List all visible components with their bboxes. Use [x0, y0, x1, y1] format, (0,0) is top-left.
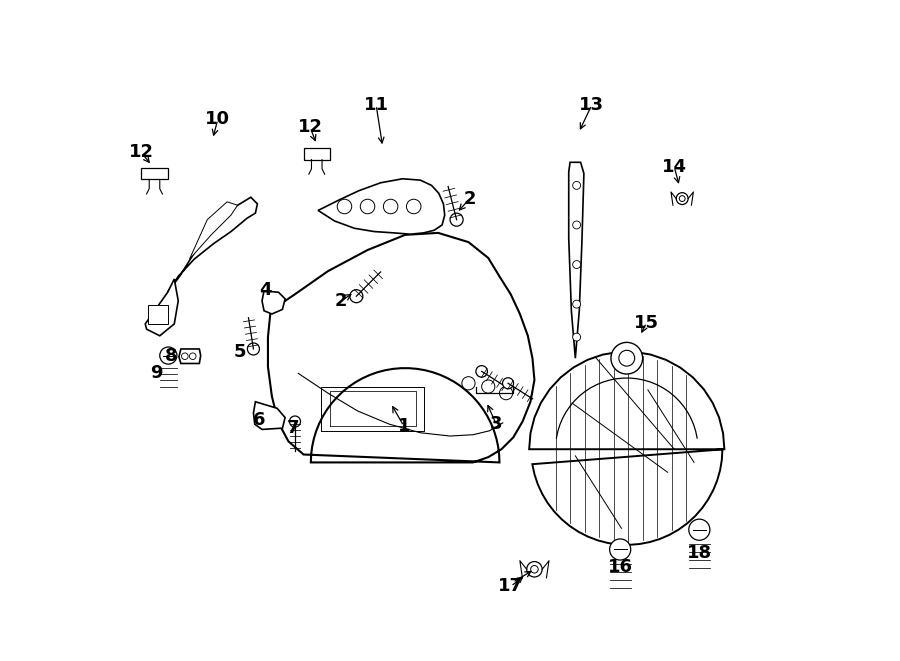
Polygon shape	[254, 402, 285, 430]
Circle shape	[476, 366, 488, 377]
Polygon shape	[190, 202, 238, 259]
Text: 8: 8	[166, 346, 178, 365]
Text: 5: 5	[234, 342, 247, 361]
Circle shape	[676, 192, 688, 204]
Text: 14: 14	[662, 158, 687, 176]
Text: 6: 6	[253, 410, 265, 428]
Polygon shape	[529, 352, 724, 545]
Circle shape	[500, 387, 513, 400]
Circle shape	[572, 181, 580, 189]
Circle shape	[526, 562, 542, 577]
Polygon shape	[569, 163, 584, 358]
Text: 9: 9	[150, 364, 163, 382]
Circle shape	[688, 519, 710, 540]
Circle shape	[182, 353, 188, 360]
Circle shape	[680, 196, 685, 202]
Polygon shape	[145, 279, 178, 336]
Circle shape	[360, 199, 374, 214]
Text: 4: 4	[259, 281, 272, 299]
Circle shape	[572, 221, 580, 229]
Circle shape	[609, 539, 631, 560]
Text: 1: 1	[398, 417, 410, 435]
Text: 10: 10	[205, 110, 230, 128]
FancyBboxPatch shape	[141, 168, 167, 179]
Text: 11: 11	[364, 96, 389, 114]
Circle shape	[611, 342, 643, 374]
FancyBboxPatch shape	[148, 305, 167, 324]
Circle shape	[462, 377, 475, 390]
Circle shape	[290, 416, 301, 427]
Circle shape	[572, 333, 580, 341]
Text: 13: 13	[580, 96, 604, 114]
Circle shape	[407, 199, 421, 214]
Circle shape	[383, 199, 398, 214]
Text: 2: 2	[464, 190, 476, 208]
Circle shape	[350, 290, 363, 303]
Polygon shape	[262, 291, 285, 314]
Polygon shape	[318, 178, 445, 234]
FancyBboxPatch shape	[303, 148, 330, 160]
Text: 7: 7	[287, 419, 300, 437]
Circle shape	[572, 300, 580, 308]
Text: 17: 17	[499, 578, 523, 596]
Text: 12: 12	[129, 143, 154, 161]
Text: 18: 18	[687, 545, 712, 563]
Text: 15: 15	[634, 313, 659, 332]
Text: 16: 16	[608, 558, 633, 576]
Polygon shape	[268, 233, 535, 463]
Text: 3: 3	[490, 415, 502, 433]
Circle shape	[160, 347, 177, 364]
Polygon shape	[167, 197, 257, 292]
Circle shape	[248, 343, 259, 355]
Text: 12: 12	[298, 118, 323, 136]
Circle shape	[450, 213, 464, 226]
Circle shape	[482, 380, 495, 393]
Circle shape	[572, 260, 580, 268]
Text: 2: 2	[335, 292, 347, 310]
Circle shape	[190, 353, 196, 360]
Circle shape	[619, 350, 634, 366]
Circle shape	[502, 377, 514, 389]
Circle shape	[338, 199, 352, 214]
Circle shape	[531, 566, 538, 573]
Polygon shape	[179, 349, 201, 364]
